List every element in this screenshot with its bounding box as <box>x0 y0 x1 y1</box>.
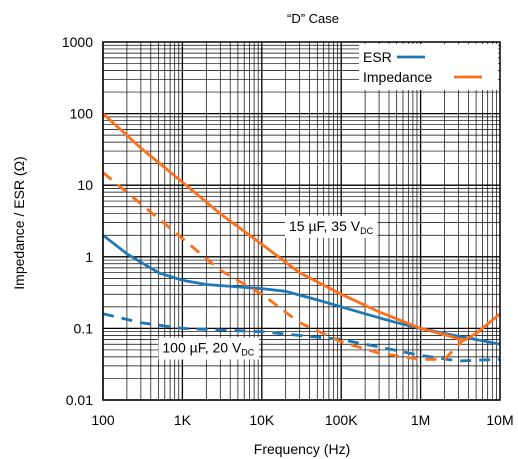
series-layer <box>102 112 501 363</box>
plot-border <box>102 41 501 401</box>
x-tick-label: 1K <box>174 412 192 428</box>
x-tick-label: 100K <box>325 412 358 428</box>
y-tick-label: 0.01 <box>66 392 93 408</box>
x-tick-label: 10K <box>249 412 275 428</box>
y-tick-label: 1000 <box>62 34 93 50</box>
annotation: 15 µF, 35 VDC <box>284 215 378 238</box>
annotation: 100 µF, 20 VDC <box>158 337 259 360</box>
y-axis-title: Impedance / ESR (Ω) <box>11 156 27 289</box>
x-tick-label: 100 <box>91 412 115 428</box>
plot-frame <box>102 41 501 401</box>
y-tick-label: 100 <box>70 106 94 122</box>
legend: ESR Impedance <box>359 44 498 90</box>
y-tick-labels: 0.01 0.1 1 10 100 1000 <box>62 34 93 408</box>
y-tick-label: 10 <box>77 177 93 193</box>
chart-title: “D” Case <box>287 11 339 26</box>
x-axis-title: Frequency (Hz) <box>254 441 350 457</box>
legend-box <box>359 44 498 90</box>
legend-label: Impedance <box>363 69 432 85</box>
y-tick-label: 0.1 <box>74 320 94 336</box>
x-tick-label: 10M <box>486 412 513 428</box>
x-tick-label: 1M <box>411 412 430 428</box>
annotation-background <box>158 337 259 360</box>
annotation-label: 15 µF, 35 VDC <box>289 218 374 236</box>
x-tick-labels: 100 1K 10K 100K 1M 10M <box>91 412 513 428</box>
annotation-background <box>284 215 378 238</box>
legend-label: ESR <box>363 49 392 65</box>
series-line-impedance-dashed <box>102 171 465 361</box>
y-tick-label: 1 <box>85 249 93 265</box>
annotations: 15 µF, 35 VDC 100 µF, 20 VDC <box>158 215 378 360</box>
annotation-label: 100 µF, 20 VDC <box>162 340 254 358</box>
